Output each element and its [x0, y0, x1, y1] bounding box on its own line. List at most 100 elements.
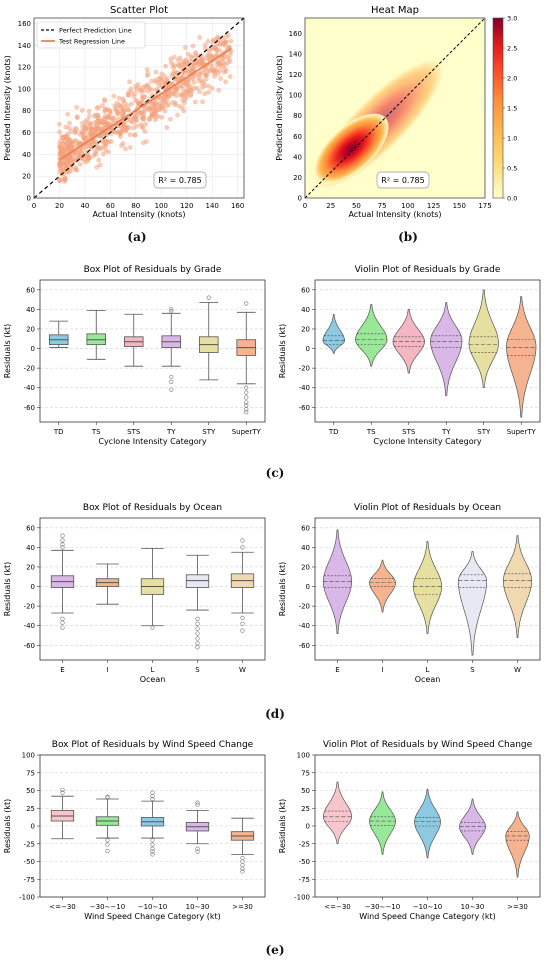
scatter-point — [96, 157, 102, 163]
scatter-point — [160, 104, 166, 110]
heat-map: Heat Map 0 25 50 75 100 125 150 175 0 20 40 60 80 100 1… — [275, 5, 517, 219]
x-tick-label: I — [106, 666, 108, 674]
y-tick-label: 20 — [26, 563, 35, 571]
scatter-point — [125, 107, 131, 113]
y-tick-label: 20 — [301, 325, 310, 333]
scatter-point — [63, 176, 69, 182]
outlier-point — [244, 390, 249, 395]
violin-body — [502, 535, 533, 638]
violin-SuperTY — [506, 296, 537, 418]
outlier-point — [195, 626, 200, 631]
scatter-point — [220, 37, 226, 43]
y-axis-label: Predicted Intensity (knots) — [275, 55, 284, 161]
y-tick-label: -20 — [299, 603, 310, 611]
scatter-point — [94, 119, 100, 125]
r2-box — [153, 171, 207, 189]
x-tick-label: W — [239, 666, 246, 674]
r2-annotation: R² = 0.785 — [158, 176, 201, 185]
y-tick-label: -60 — [24, 404, 35, 412]
x-tick-label: TY — [441, 428, 451, 436]
scatter-point — [189, 88, 194, 94]
scatter-point — [177, 62, 182, 68]
x-tick-label: −10∼10 — [413, 903, 443, 911]
outlier-point — [60, 790, 65, 795]
scatter-point — [197, 89, 202, 95]
x-tick-label: 140 — [205, 202, 218, 210]
violin-STS — [392, 309, 425, 374]
scatter-point — [126, 92, 132, 98]
box-L — [140, 547, 165, 630]
violin-L — [412, 541, 443, 634]
scatter-point — [200, 84, 205, 90]
scatter-point — [153, 79, 159, 85]
outlier-point — [195, 621, 200, 626]
violin-30 — [505, 811, 530, 878]
scatter-plot: Scatter Plot 0 20 40 60 80 100 120 140 160 0 20 40 60… — [3, 5, 245, 219]
scatter-point — [192, 99, 198, 105]
violin-1010 — [414, 788, 441, 859]
scatter-point — [70, 142, 76, 148]
scatter-point — [163, 63, 168, 69]
scatter-point — [191, 79, 197, 85]
x-tick-label: 120 — [180, 202, 193, 210]
y-tick-label: 160 — [18, 20, 31, 28]
y-tick-label: 140 — [289, 51, 302, 59]
scatter-point — [141, 88, 147, 93]
scatter-point — [162, 108, 168, 114]
x-tick-label: 10∼30 — [186, 903, 210, 911]
violin-3010 — [369, 791, 396, 855]
scatter-point — [138, 110, 144, 115]
y-tick-label: -100 — [294, 894, 310, 902]
x-tick-label: 50 — [352, 202, 361, 210]
violin-body — [369, 791, 396, 855]
scatter-point — [215, 71, 221, 77]
colorbar-tick-label: 3.0 — [507, 15, 517, 23]
y-tick-label: -60 — [24, 642, 35, 650]
x-axis-label: Wind Speed Change Category (kt) — [359, 912, 496, 921]
colorbar — [492, 17, 504, 199]
chart-title: Violin Plot of Residuals by Ocean — [354, 503, 501, 513]
x-tick-label: SuperTY — [507, 428, 537, 436]
y-axis-label: Residuals (kt) — [278, 562, 287, 617]
scatter-point — [143, 121, 149, 127]
scatter-point — [211, 45, 217, 51]
scatter-point — [85, 155, 91, 161]
violin-30 — [323, 781, 352, 845]
chart-title: Box Plot of Residuals by Wind Speed Chan… — [52, 740, 254, 750]
scatter-point — [227, 74, 233, 79]
y-axis-label: Residuals (kt) — [278, 324, 287, 379]
x-tick-label: >=30 — [232, 903, 253, 911]
scatter-point — [168, 56, 174, 62]
violin-body — [369, 559, 396, 613]
outlier-point — [60, 787, 65, 792]
scatter-point — [127, 132, 133, 138]
outlier-point — [169, 309, 174, 314]
legend-label-perfect: Perfect Prediction Line — [59, 27, 132, 35]
scatter-point — [198, 76, 204, 82]
violin-plot-grade: Violin Plot of Residuals by Grade -60 -40 -… — [278, 265, 541, 446]
box-plot-grade: Box Plot of Residuals by Grade -60 -40 -20 0… — [3, 265, 266, 446]
caption-d: (d) — [265, 707, 285, 721]
violin-TS — [355, 304, 388, 367]
scatter-point — [119, 126, 125, 132]
scatter-point — [134, 86, 139, 92]
colorbar-tick-label: 0.0 — [507, 195, 517, 203]
scatter-point — [188, 92, 194, 98]
violin-body — [468, 289, 499, 389]
scatter-point — [77, 161, 83, 167]
scatter-point — [58, 146, 64, 152]
chart-title: Violin Plot of Residuals by Grade — [355, 265, 501, 275]
x-tick-label: TS — [366, 428, 376, 436]
outlier-point — [240, 628, 245, 633]
scatter-point — [173, 93, 179, 99]
scatter-point — [180, 92, 185, 98]
scatter-point — [185, 78, 191, 84]
x-tick-label: −30∼−10 — [365, 903, 400, 911]
perfect-prediction-line — [304, 17, 486, 199]
scatter-point — [197, 71, 203, 77]
y-tick-label: 0 — [298, 195, 302, 203]
x-tick-label: TY — [166, 428, 176, 436]
scatter-point — [144, 67, 150, 73]
density-core — [314, 113, 389, 184]
scatter-point — [66, 120, 72, 126]
